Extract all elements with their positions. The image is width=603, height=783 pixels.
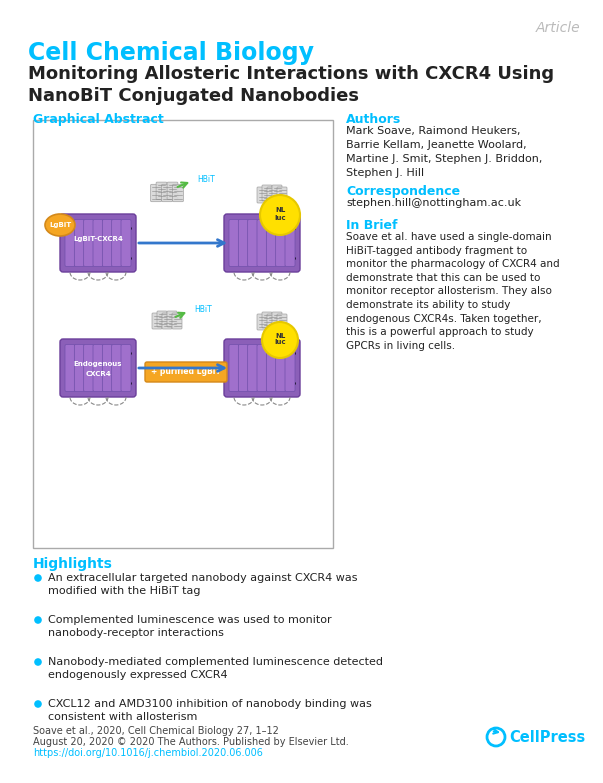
FancyBboxPatch shape — [262, 185, 272, 201]
FancyBboxPatch shape — [238, 219, 248, 266]
Text: Soave et al., 2020, Cell Chemical Biology 27, 1–12: Soave et al., 2020, Cell Chemical Biolog… — [33, 726, 279, 736]
Text: CXCR4: CXCR4 — [85, 371, 111, 377]
Circle shape — [34, 574, 42, 582]
Text: NL
luc: NL luc — [274, 207, 286, 221]
FancyBboxPatch shape — [60, 214, 136, 272]
Bar — [33, 120, 333, 548]
Text: An extracellular targeted nanobody against CXCR4 was
modified with the HiBiT tag: An extracellular targeted nanobody again… — [48, 573, 358, 596]
FancyBboxPatch shape — [285, 345, 295, 392]
Text: Soave et al. have used a single-domain
HiBiT-tagged antibody fragment to
monitor: Soave et al. have used a single-domain H… — [346, 232, 560, 351]
FancyBboxPatch shape — [285, 219, 295, 266]
Circle shape — [34, 700, 42, 708]
FancyBboxPatch shape — [74, 219, 84, 266]
FancyBboxPatch shape — [65, 345, 75, 392]
FancyBboxPatch shape — [257, 345, 267, 392]
FancyBboxPatch shape — [276, 345, 286, 392]
FancyBboxPatch shape — [229, 219, 239, 266]
FancyBboxPatch shape — [60, 339, 136, 397]
FancyBboxPatch shape — [121, 345, 131, 392]
FancyBboxPatch shape — [121, 219, 131, 266]
FancyBboxPatch shape — [151, 184, 162, 202]
FancyBboxPatch shape — [157, 311, 167, 327]
FancyBboxPatch shape — [103, 219, 112, 266]
Circle shape — [260, 195, 300, 235]
FancyBboxPatch shape — [276, 219, 286, 266]
FancyBboxPatch shape — [238, 345, 248, 392]
Text: Mark Soave, Raimond Heukers,
Barrie Kellam, Jeanette Woolard,
Martine J. Smit, S: Mark Soave, Raimond Heukers, Barrie Kell… — [346, 126, 542, 178]
FancyBboxPatch shape — [84, 345, 93, 392]
FancyBboxPatch shape — [257, 219, 267, 266]
FancyBboxPatch shape — [93, 219, 103, 266]
Text: Endogenous: Endogenous — [74, 361, 122, 367]
FancyBboxPatch shape — [248, 345, 257, 392]
FancyBboxPatch shape — [277, 187, 287, 203]
Text: Article: Article — [535, 21, 580, 35]
Text: Monitoring Allosteric Interactions with CXCR4 Using
NanoBiT Conjugated Nanobodie: Monitoring Allosteric Interactions with … — [28, 65, 554, 105]
Text: August 20, 2020 © 2020 The Authors. Published by Elsevier Ltd.: August 20, 2020 © 2020 The Authors. Publ… — [33, 737, 349, 747]
FancyBboxPatch shape — [267, 314, 277, 330]
FancyBboxPatch shape — [93, 345, 103, 392]
FancyBboxPatch shape — [267, 187, 277, 203]
FancyBboxPatch shape — [224, 339, 300, 397]
Text: Highlights: Highlights — [33, 557, 113, 571]
Text: LgBiT: LgBiT — [49, 222, 71, 228]
Text: Graphical Abstract: Graphical Abstract — [33, 113, 164, 126]
FancyBboxPatch shape — [167, 182, 178, 200]
FancyBboxPatch shape — [272, 185, 282, 201]
Text: In Brief: In Brief — [346, 219, 397, 232]
FancyBboxPatch shape — [277, 314, 287, 330]
FancyBboxPatch shape — [162, 184, 172, 202]
Text: Correspondence: Correspondence — [346, 185, 460, 198]
Text: + purified LgBiT: + purified LgBiT — [151, 367, 221, 377]
FancyBboxPatch shape — [112, 219, 122, 266]
Text: NL
luc: NL luc — [274, 333, 286, 345]
Circle shape — [34, 616, 42, 624]
FancyBboxPatch shape — [162, 313, 172, 329]
FancyBboxPatch shape — [262, 312, 272, 328]
Text: HBiT: HBiT — [194, 305, 212, 313]
Text: CXCL12 and AMD3100 inhibition of nanobody binding was
consistent with allosteris: CXCL12 and AMD3100 inhibition of nanobod… — [48, 699, 372, 722]
FancyBboxPatch shape — [267, 219, 276, 266]
Text: CellPress: CellPress — [509, 730, 586, 745]
FancyBboxPatch shape — [112, 345, 122, 392]
FancyBboxPatch shape — [152, 313, 162, 329]
FancyBboxPatch shape — [74, 345, 84, 392]
FancyBboxPatch shape — [167, 311, 177, 327]
Ellipse shape — [45, 214, 75, 236]
Text: LgBiT-CXCR4: LgBiT-CXCR4 — [73, 236, 123, 242]
FancyBboxPatch shape — [257, 314, 267, 330]
FancyBboxPatch shape — [156, 182, 167, 200]
FancyBboxPatch shape — [65, 219, 75, 266]
Text: stephen.hill@nottingham.ac.uk: stephen.hill@nottingham.ac.uk — [346, 198, 521, 208]
FancyBboxPatch shape — [267, 345, 276, 392]
Circle shape — [34, 659, 42, 666]
FancyBboxPatch shape — [172, 313, 182, 329]
Text: Nanobody-mediated complemented luminescence detected
endogenously expressed CXCR: Nanobody-mediated complemented luminesce… — [48, 657, 383, 680]
FancyBboxPatch shape — [229, 345, 239, 392]
FancyBboxPatch shape — [145, 362, 227, 382]
Text: Authors: Authors — [346, 113, 401, 126]
Text: https://doi.org/10.1016/j.chembiol.2020.06.006: https://doi.org/10.1016/j.chembiol.2020.… — [33, 748, 263, 758]
FancyBboxPatch shape — [103, 345, 112, 392]
Text: Cell Chemical Biology: Cell Chemical Biology — [28, 41, 314, 65]
Circle shape — [262, 322, 298, 358]
FancyBboxPatch shape — [172, 184, 183, 202]
FancyBboxPatch shape — [272, 312, 282, 328]
FancyBboxPatch shape — [84, 219, 93, 266]
Text: Complemented luminescence was used to monitor
nanobody-receptor interactions: Complemented luminescence was used to mo… — [48, 615, 332, 638]
FancyBboxPatch shape — [257, 187, 267, 203]
Text: HBiT: HBiT — [197, 175, 215, 183]
FancyBboxPatch shape — [248, 219, 257, 266]
FancyBboxPatch shape — [224, 214, 300, 272]
